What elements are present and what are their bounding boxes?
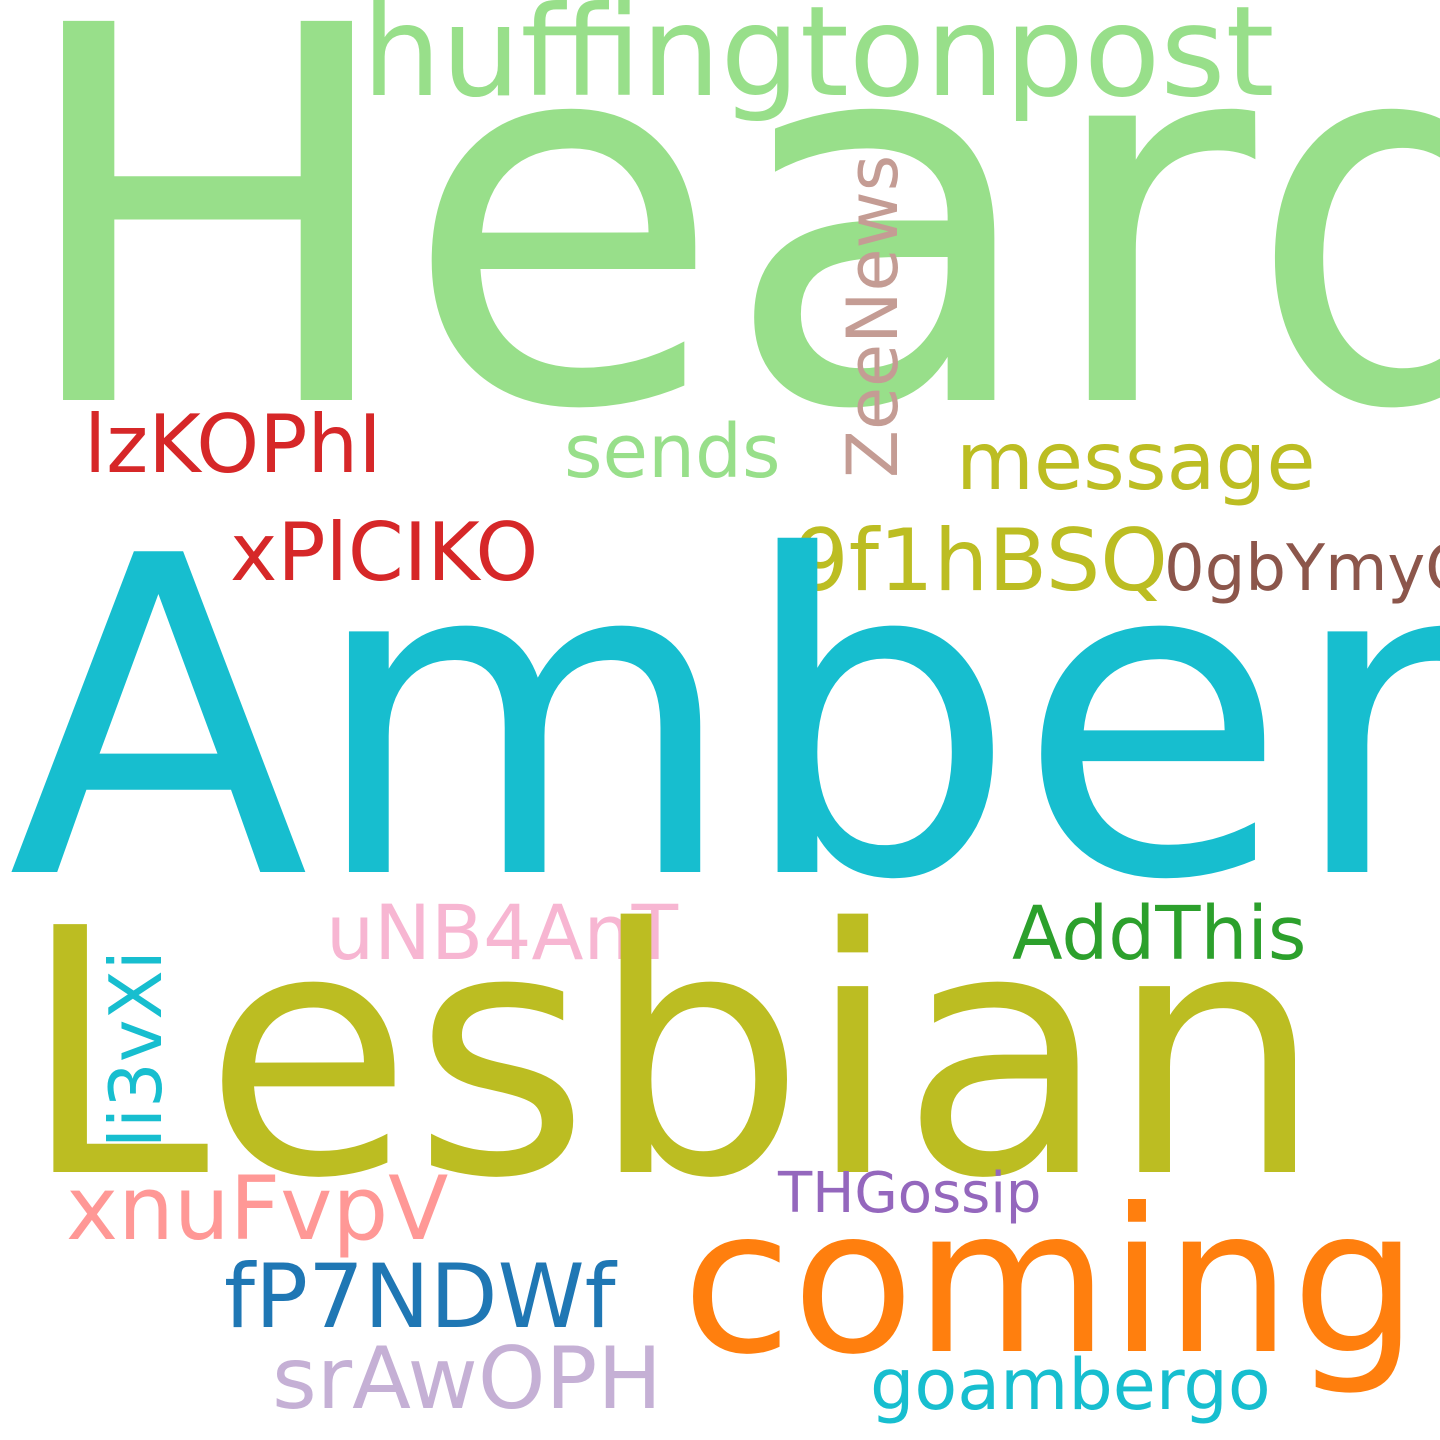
word-huffingtonpost: huffingtonpost <box>362 0 1275 125</box>
word-lzkophi: lzKOPhI <box>84 398 382 491</box>
word-heard: Heard <box>12 0 1440 523</box>
word-zeenews: ZeeNews <box>832 154 914 478</box>
word-9f1hbsq: 9f1hBSQ <box>794 511 1168 611</box>
word-0gbymyg: 0gbYmyG <box>1164 532 1440 606</box>
word-lesbian: Lesbian <box>20 857 1324 1253</box>
word-coming: coming <box>682 1166 1419 1399</box>
word-fp7ndwf: fP7NDWf <box>224 1245 616 1348</box>
word-goambergo: goambergo <box>870 1344 1271 1426</box>
word-xnufvpv: xnuFvpV <box>66 1157 449 1260</box>
word-xplciko: xPlCIKO <box>230 506 539 599</box>
word-message: message <box>956 415 1316 508</box>
word-thgossip: THGossip <box>778 1161 1042 1226</box>
word-unb4ant: uNB4AnT <box>326 888 679 977</box>
word-srawoph: srAwOPH <box>272 1329 663 1429</box>
word-sends: sends <box>564 409 781 495</box>
word-amber: Amber <box>8 464 1440 976</box>
word-addthis: AddThis <box>1012 891 1307 977</box>
